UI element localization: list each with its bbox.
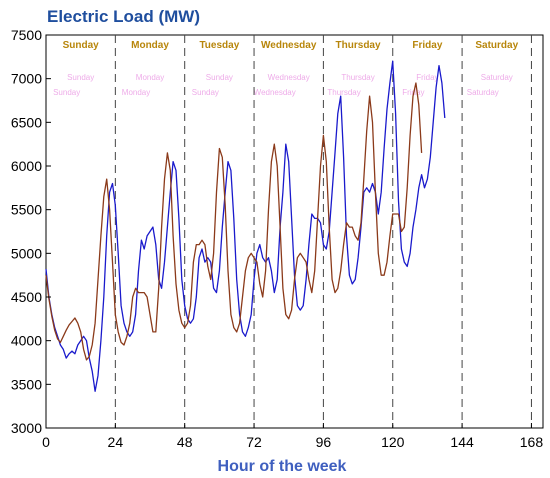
day-label: Saturday [475, 40, 518, 51]
series-line-1 [45, 60, 446, 392]
chart-title: Electric Load (MW) [47, 7, 200, 26]
ghost-label-layer: Sunday Sunday Monday Monday Sunday Sunday Wedn… [53, 73, 513, 97]
series-line-2 [45, 82, 423, 361]
y-tick-label: 6000 [11, 158, 42, 174]
x-tick-label: 144 [450, 434, 474, 450]
ghost-label: Sunday [67, 73, 94, 82]
ghost-label: Saturday [481, 73, 513, 82]
y-tick-label: 3500 [11, 376, 42, 392]
y-tick-label: 4500 [11, 289, 42, 305]
ghost-label: Thursday [327, 88, 360, 97]
day-label: Wednesday [261, 40, 317, 51]
day-label: Tuesday [199, 40, 239, 51]
ghost-label: Sunday [192, 88, 219, 97]
ghost-label: Friday [416, 73, 438, 82]
x-tick-label: 24 [108, 434, 124, 450]
x-tick-label: 72 [246, 434, 262, 450]
y-tick-label: 5500 [11, 202, 42, 218]
plot-area [45, 34, 544, 429]
y-axis-ticks: 3000 3500 4000 4500 5000 5500 6000 6500 7000 7500 [11, 27, 51, 436]
day-divider-layer [114, 35, 532, 428]
y-tick-label: 4000 [11, 333, 42, 349]
day-label: Sunday [63, 40, 100, 51]
x-tick-label: 48 [177, 434, 193, 450]
day-label: Friday [412, 40, 442, 51]
x-axis-ticks: 0 24 48 72 96 120 144 168 [42, 423, 543, 450]
x-tick-label: 168 [520, 434, 544, 450]
x-axis-label: Hour of the week [218, 458, 347, 475]
ghost-label: Saturday [467, 88, 499, 97]
series-layer [45, 60, 446, 392]
ghost-label: Sunday [53, 88, 80, 97]
x-tick-label: 120 [381, 434, 405, 450]
ghost-label: Sunday [206, 73, 233, 82]
ghost-label: Thursday [341, 73, 374, 82]
x-tick-label: 0 [42, 434, 50, 450]
ghost-label: Monday [136, 73, 164, 82]
y-tick-label: 5000 [11, 245, 42, 261]
day-label: Thursday [336, 40, 381, 51]
ghost-label: Wednesday [268, 73, 310, 82]
y-tick-label: 7500 [11, 27, 42, 43]
y-tick-label: 6500 [11, 114, 42, 130]
ghost-label: Monday [122, 88, 150, 97]
x-tick-label: 96 [316, 434, 332, 450]
day-label-layer: Sunday Monday Tuesday Wednesday Thursday Frid… [63, 40, 519, 51]
ghost-label: Wednesday [254, 88, 296, 97]
y-tick-label: 3000 [11, 420, 42, 436]
day-label: Monday [131, 40, 169, 51]
y-tick-label: 7000 [11, 71, 42, 87]
